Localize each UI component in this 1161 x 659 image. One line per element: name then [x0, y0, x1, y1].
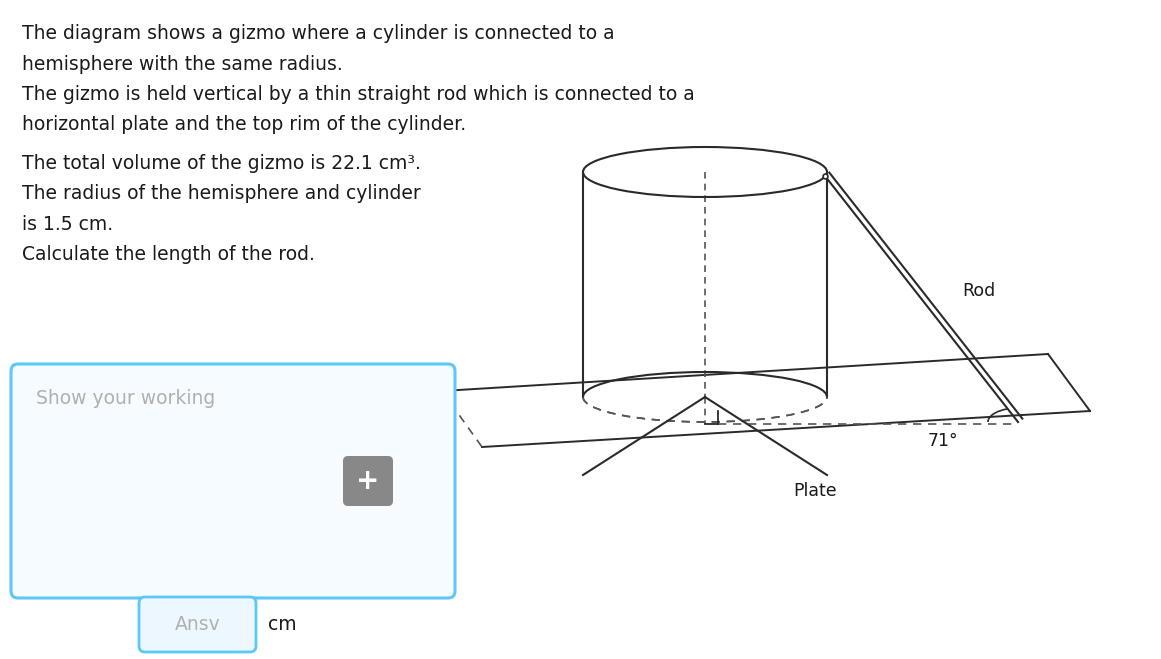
- Text: hemisphere with the same radius.: hemisphere with the same radius.: [22, 55, 342, 74]
- Text: Rod: Rod: [962, 282, 995, 300]
- FancyBboxPatch shape: [342, 456, 394, 506]
- FancyBboxPatch shape: [139, 597, 255, 652]
- Text: is 1.5 cm.: is 1.5 cm.: [22, 215, 113, 234]
- Text: The diagram shows a gizmo where a cylinder is connected to a: The diagram shows a gizmo where a cylind…: [22, 24, 614, 43]
- Text: 71°: 71°: [928, 432, 959, 450]
- Text: +: +: [356, 467, 380, 495]
- Text: Ansv: Ansv: [174, 615, 221, 634]
- Text: Show your working: Show your working: [36, 389, 215, 408]
- Text: Plate: Plate: [793, 482, 837, 500]
- Text: cm: cm: [268, 615, 296, 634]
- Text: Calculate the length of the rod.: Calculate the length of the rod.: [22, 246, 315, 264]
- Text: The total volume of the gizmo is 22.1 cm³.: The total volume of the gizmo is 22.1 cm…: [22, 154, 421, 173]
- Text: horizontal plate and the top rim of the cylinder.: horizontal plate and the top rim of the …: [22, 115, 466, 134]
- Text: The gizmo is held vertical by a thin straight rod which is connected to a: The gizmo is held vertical by a thin str…: [22, 85, 694, 104]
- Text: The radius of the hemisphere and cylinder: The radius of the hemisphere and cylinde…: [22, 185, 420, 204]
- FancyBboxPatch shape: [10, 364, 455, 598]
